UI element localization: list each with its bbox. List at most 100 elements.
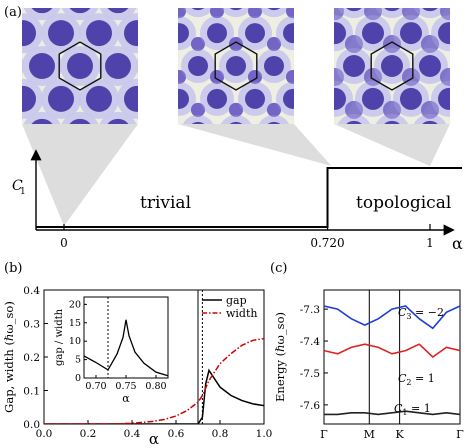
map-dot [457,121,474,143]
map-dot [457,55,474,77]
b-xtick-label: 0.6 [168,428,185,440]
map-secondary-dot [364,8,382,21]
c-ytick-label: -7.4 [300,336,321,348]
map-dot [178,88,189,109]
map-dot [107,8,129,14]
map-dot [143,0,169,13]
c-ytick-label: -7.3 [300,304,320,316]
map-secondary-dot [229,37,243,52]
map-halo [450,114,474,150]
map-dot [124,20,138,47]
map-dot [245,155,265,175]
map-secondary-dot [326,134,344,152]
b-ytick-label: 0.1 [23,386,40,398]
map-secondary-dot [210,136,224,150]
b-ytick-label: 0.4 [23,285,40,297]
map-dot [305,55,327,77]
map-secondary-dot [153,103,167,117]
map-halo [337,113,371,124]
c-ytick-label: -7.6 [300,400,321,412]
density-maps [22,0,474,185]
map-dot [422,120,438,124]
map-secondary-dot [153,37,167,51]
map-halo [295,49,329,83]
a-tick-label: 0 [60,236,68,250]
map-dot [29,53,55,79]
inset-ytick-label: 20 [69,299,81,310]
map-dot [188,56,208,76]
inset-xtick-label: 0.70 [85,381,106,392]
b-xtick-label: 0.2 [80,428,97,440]
map-secondary-dot [402,8,420,21]
map-dot [124,85,138,112]
map-dot [207,88,227,109]
map-connectors [22,124,450,226]
map-secondary-dot [191,102,205,117]
map-dot [86,85,112,112]
inset-xtick-label: 0.80 [145,381,166,392]
map-halo [298,48,334,84]
map-secondary-dot [324,136,338,150]
legend-label-width: width [226,307,257,320]
panel-c-label: (c) [270,261,287,276]
map-halo [117,145,157,185]
map-dot [283,155,303,175]
map-halo [136,57,138,75]
map-secondary-dot [307,35,325,53]
map-secondary-dot [286,8,294,19]
map-dot [438,22,450,45]
map-halo [137,123,138,124]
map-secondary-dot [307,101,325,119]
map-secondary-dot [305,37,319,51]
map-secondary-dot [267,169,281,183]
map-secondary-dot [305,169,319,183]
region-trivial-label: trivial [140,193,191,213]
map-dot [438,154,460,176]
a-tick-label: 1 [426,236,434,250]
map-secondary-dot [307,35,325,53]
map-dot [150,122,170,142]
inset-ytick-label: 10 [69,336,81,347]
map-secondary-dot [229,169,243,183]
map-halo [469,81,474,117]
map-dot [305,0,327,11]
density-map-2 [134,0,433,183]
map-halo [317,147,353,183]
panel-a-label: (a) [4,5,22,20]
map-secondary-dot [178,8,186,19]
map-secondary-dot [421,35,439,54]
map-secondary-dot [459,101,474,119]
map-dot [178,23,189,44]
map-dot [400,87,422,110]
map-secondary-dot [383,167,401,185]
map-connector [334,124,450,166]
map-halo [298,0,334,18]
chart-gap-width: 0.0 0.2 0.4 0.6 0.8 1.0 0.0 0.1 0.2 0.3 0.4 α Gap, w… [2,285,272,448]
map-dot [419,55,441,77]
map-halo [450,0,474,18]
map-secondary-dot [134,136,148,150]
map-secondary-dot [419,169,433,183]
b-series-group [44,337,264,424]
map-dot [143,53,169,79]
map-dot [422,8,438,12]
map-dot [69,8,91,14]
map-dot [305,121,327,143]
map-dot [86,20,112,47]
map-halo [155,145,195,185]
map-halo [375,8,409,19]
b-xtick-label: 0.4 [124,428,141,440]
map-secondary-dot [305,103,319,117]
map-secondary-dot [324,136,338,150]
map-halo [220,114,252,124]
b-xlabel: α [149,430,159,448]
b-xtick-label: 1.0 [256,428,273,440]
map-dot [302,56,322,76]
a-tick-label: 0.720 [310,236,344,250]
map-connector [178,124,332,166]
map-secondary-dot [459,35,474,53]
band-label-C₃ = −2: C3 = −2 [398,306,444,321]
map-secondary-dot [178,69,186,84]
map-halo [143,0,177,17]
map-secondary-dot [248,8,262,19]
